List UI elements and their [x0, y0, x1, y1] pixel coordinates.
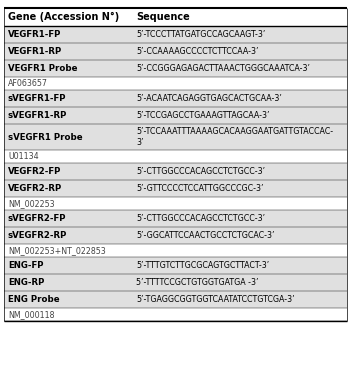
- Bar: [4, 197, 347, 210]
- Text: sVEGFR2-FP: sVEGFR2-FP: [8, 214, 66, 223]
- Bar: [4, 43, 347, 60]
- Text: 5’-TCCAAATTTAAAAGCACAAGGAATGATTGTACCAC-: 5’-TCCAAATTTAAAAGCACAAGGAATGATTGTACCAC-: [136, 127, 333, 136]
- Text: VEGFR1-RP: VEGFR1-RP: [8, 47, 62, 56]
- Bar: [4, 150, 347, 163]
- Text: 5’-TGAGGCGGTGGTCAATATCCTGTCGA-3’: 5’-TGAGGCGGTGGTCAATATCCTGTCGA-3’: [136, 295, 294, 304]
- Bar: [4, 107, 347, 124]
- Bar: [4, 163, 347, 180]
- Text: AF063657: AF063657: [8, 79, 48, 88]
- Text: 5’-TCCGAGCCTGAAAGTTAGCAA-3’: 5’-TCCGAGCCTGAAAGTTAGCAA-3’: [136, 111, 270, 120]
- Text: 5’-TTTTCCGCTGTGGTGATGA -3’: 5’-TTTTCCGCTGTGGTGATGA -3’: [136, 278, 258, 287]
- Text: VEGFR1 Probe: VEGFR1 Probe: [8, 64, 78, 73]
- Bar: [4, 291, 347, 308]
- Text: 5’-CTTGGCCCACAGCCTCTGCC-3’: 5’-CTTGGCCCACAGCCTCTGCC-3’: [136, 214, 265, 223]
- Text: Sequence: Sequence: [136, 12, 190, 22]
- Bar: [4, 274, 347, 291]
- Bar: [4, 210, 347, 227]
- Text: 5’-CTTGGCCCACAGCCTCTGCC-3’: 5’-CTTGGCCCACAGCCTCTGCC-3’: [136, 167, 265, 176]
- Bar: [4, 308, 347, 321]
- Text: sVEGFR2-RP: sVEGFR2-RP: [8, 231, 67, 240]
- Text: NM_000118: NM_000118: [8, 310, 54, 319]
- Text: NM_002253+NT_022853: NM_002253+NT_022853: [8, 246, 106, 255]
- Text: sVEGFR1-RP: sVEGFR1-RP: [8, 111, 67, 120]
- Text: sVEGFR1-FP: sVEGFR1-FP: [8, 94, 66, 103]
- Bar: [4, 26, 347, 43]
- Text: 5’-GTTCCCCTCCATTGGCCCGC-3’: 5’-GTTCCCCTCCATTGGCCCGC-3’: [136, 184, 264, 193]
- Text: 5’-ACAATCAGAGGTGAGCACTGCAA-3’: 5’-ACAATCAGAGGTGAGCACTGCAA-3’: [136, 94, 282, 103]
- Bar: [4, 60, 347, 77]
- Bar: [4, 77, 347, 90]
- Bar: [4, 227, 347, 244]
- Text: NM_002253: NM_002253: [8, 199, 55, 208]
- Text: VEGFR2-FP: VEGFR2-FP: [8, 167, 61, 176]
- Text: 5’-CCGGGAGAGACTTAAACTGGGCAAATCA-3’: 5’-CCGGGAGAGACTTAAACTGGGCAAATCA-3’: [136, 64, 310, 73]
- Text: ENG-RP: ENG-RP: [8, 278, 44, 287]
- Text: Gene (Accession N°): Gene (Accession N°): [8, 12, 119, 22]
- Bar: [4, 124, 347, 150]
- Bar: [4, 244, 347, 257]
- Text: U01134: U01134: [8, 152, 39, 161]
- Text: 3’: 3’: [136, 138, 144, 147]
- Text: 5’-TCCCTTATGATGCCAGCAAGT-3’: 5’-TCCCTTATGATGCCAGCAAGT-3’: [136, 30, 265, 39]
- Text: 5’-GGCATTCCAACTGCCTCTGCAC-3’: 5’-GGCATTCCAACTGCCTCTGCAC-3’: [136, 231, 274, 240]
- Text: VEGFR1-FP: VEGFR1-FP: [8, 30, 61, 39]
- Text: sVEGFR1 Probe: sVEGFR1 Probe: [8, 132, 82, 141]
- Bar: [4, 90, 347, 107]
- Text: 5’-TTTGTCTTGCGCAGTGCTTACT-3’: 5’-TTTGTCTTGCGCAGTGCTTACT-3’: [136, 261, 269, 270]
- Text: ENG Probe: ENG Probe: [8, 295, 60, 304]
- Bar: [4, 8, 347, 26]
- Bar: [4, 257, 347, 274]
- Text: 5’-CCAAAAGCCCCTCTTCCAA-3’: 5’-CCAAAAGCCCCTCTTCCAA-3’: [136, 47, 258, 56]
- Bar: [4, 180, 347, 197]
- Text: ENG-FP: ENG-FP: [8, 261, 44, 270]
- Text: VEGFR2-RP: VEGFR2-RP: [8, 184, 62, 193]
